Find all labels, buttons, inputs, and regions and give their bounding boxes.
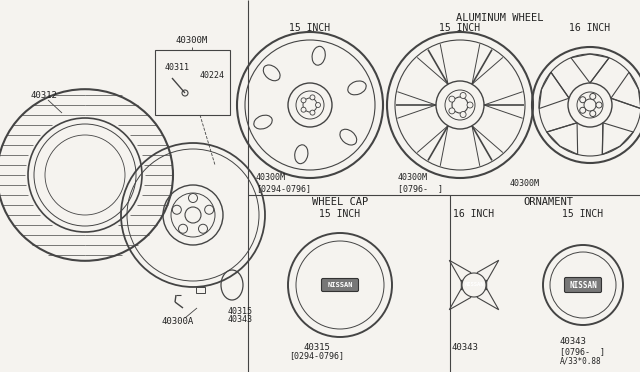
Circle shape (198, 224, 207, 233)
Polygon shape (474, 285, 499, 310)
Text: 40343: 40343 (452, 343, 479, 352)
Text: NISSAN: NISSAN (464, 282, 484, 288)
Circle shape (596, 102, 602, 108)
Circle shape (303, 98, 317, 112)
Text: 40300M
[0796-  ]: 40300M [0796- ] (398, 173, 443, 193)
Circle shape (301, 107, 306, 112)
Circle shape (590, 93, 596, 99)
Text: 16 INCH: 16 INCH (570, 23, 611, 33)
Polygon shape (449, 260, 474, 285)
Circle shape (584, 99, 596, 111)
Circle shape (310, 95, 315, 100)
Text: 40343: 40343 (560, 337, 587, 346)
Text: ORNAMENT: ORNAMENT (523, 197, 573, 207)
Text: 16 INCH: 16 INCH (453, 209, 495, 219)
Text: NISSAN: NISSAN (327, 282, 353, 288)
Text: 40315: 40315 (228, 308, 253, 317)
Circle shape (452, 97, 468, 113)
Circle shape (172, 205, 181, 214)
Text: 40315: 40315 (303, 343, 330, 352)
Text: 40300M
[0294-0796]: 40300M [0294-0796] (256, 173, 311, 193)
Text: ALUMINUM WHEEL: ALUMINUM WHEEL (456, 13, 544, 23)
Text: WHEEL CAP: WHEEL CAP (312, 197, 368, 207)
Text: 40300M: 40300M (510, 179, 540, 187)
Circle shape (310, 110, 315, 115)
Circle shape (449, 108, 455, 114)
Text: [0294-0796]: [0294-0796] (289, 352, 344, 360)
Circle shape (316, 103, 321, 108)
Circle shape (580, 97, 586, 103)
Text: 40300M: 40300M (176, 35, 208, 45)
Polygon shape (449, 285, 474, 310)
Circle shape (580, 107, 586, 113)
Polygon shape (474, 260, 499, 285)
Text: 40343: 40343 (228, 315, 253, 324)
FancyBboxPatch shape (461, 280, 487, 290)
Circle shape (205, 205, 214, 214)
FancyBboxPatch shape (321, 279, 358, 292)
Text: 40300A: 40300A (162, 317, 194, 327)
Text: 15 INCH: 15 INCH (319, 209, 360, 219)
Circle shape (467, 102, 473, 108)
Circle shape (460, 112, 466, 118)
Circle shape (185, 207, 201, 223)
Text: 40224: 40224 (200, 71, 225, 80)
FancyBboxPatch shape (564, 278, 602, 292)
Text: A/33*0.88: A/33*0.88 (560, 356, 602, 366)
Circle shape (179, 224, 188, 233)
Text: 15 INCH: 15 INCH (440, 23, 481, 33)
Circle shape (301, 98, 306, 103)
Text: 40312: 40312 (30, 90, 57, 99)
Circle shape (590, 110, 596, 116)
Circle shape (460, 93, 466, 99)
Text: 15 INCH: 15 INCH (289, 23, 331, 33)
Circle shape (189, 193, 198, 202)
Circle shape (462, 273, 486, 297)
Text: [0796-  ]: [0796- ] (560, 347, 605, 356)
Circle shape (449, 96, 455, 102)
Text: 15 INCH: 15 INCH (563, 209, 604, 219)
Text: NISSAN: NISSAN (569, 280, 597, 289)
Text: 40311: 40311 (165, 62, 190, 71)
FancyBboxPatch shape (196, 287, 205, 293)
